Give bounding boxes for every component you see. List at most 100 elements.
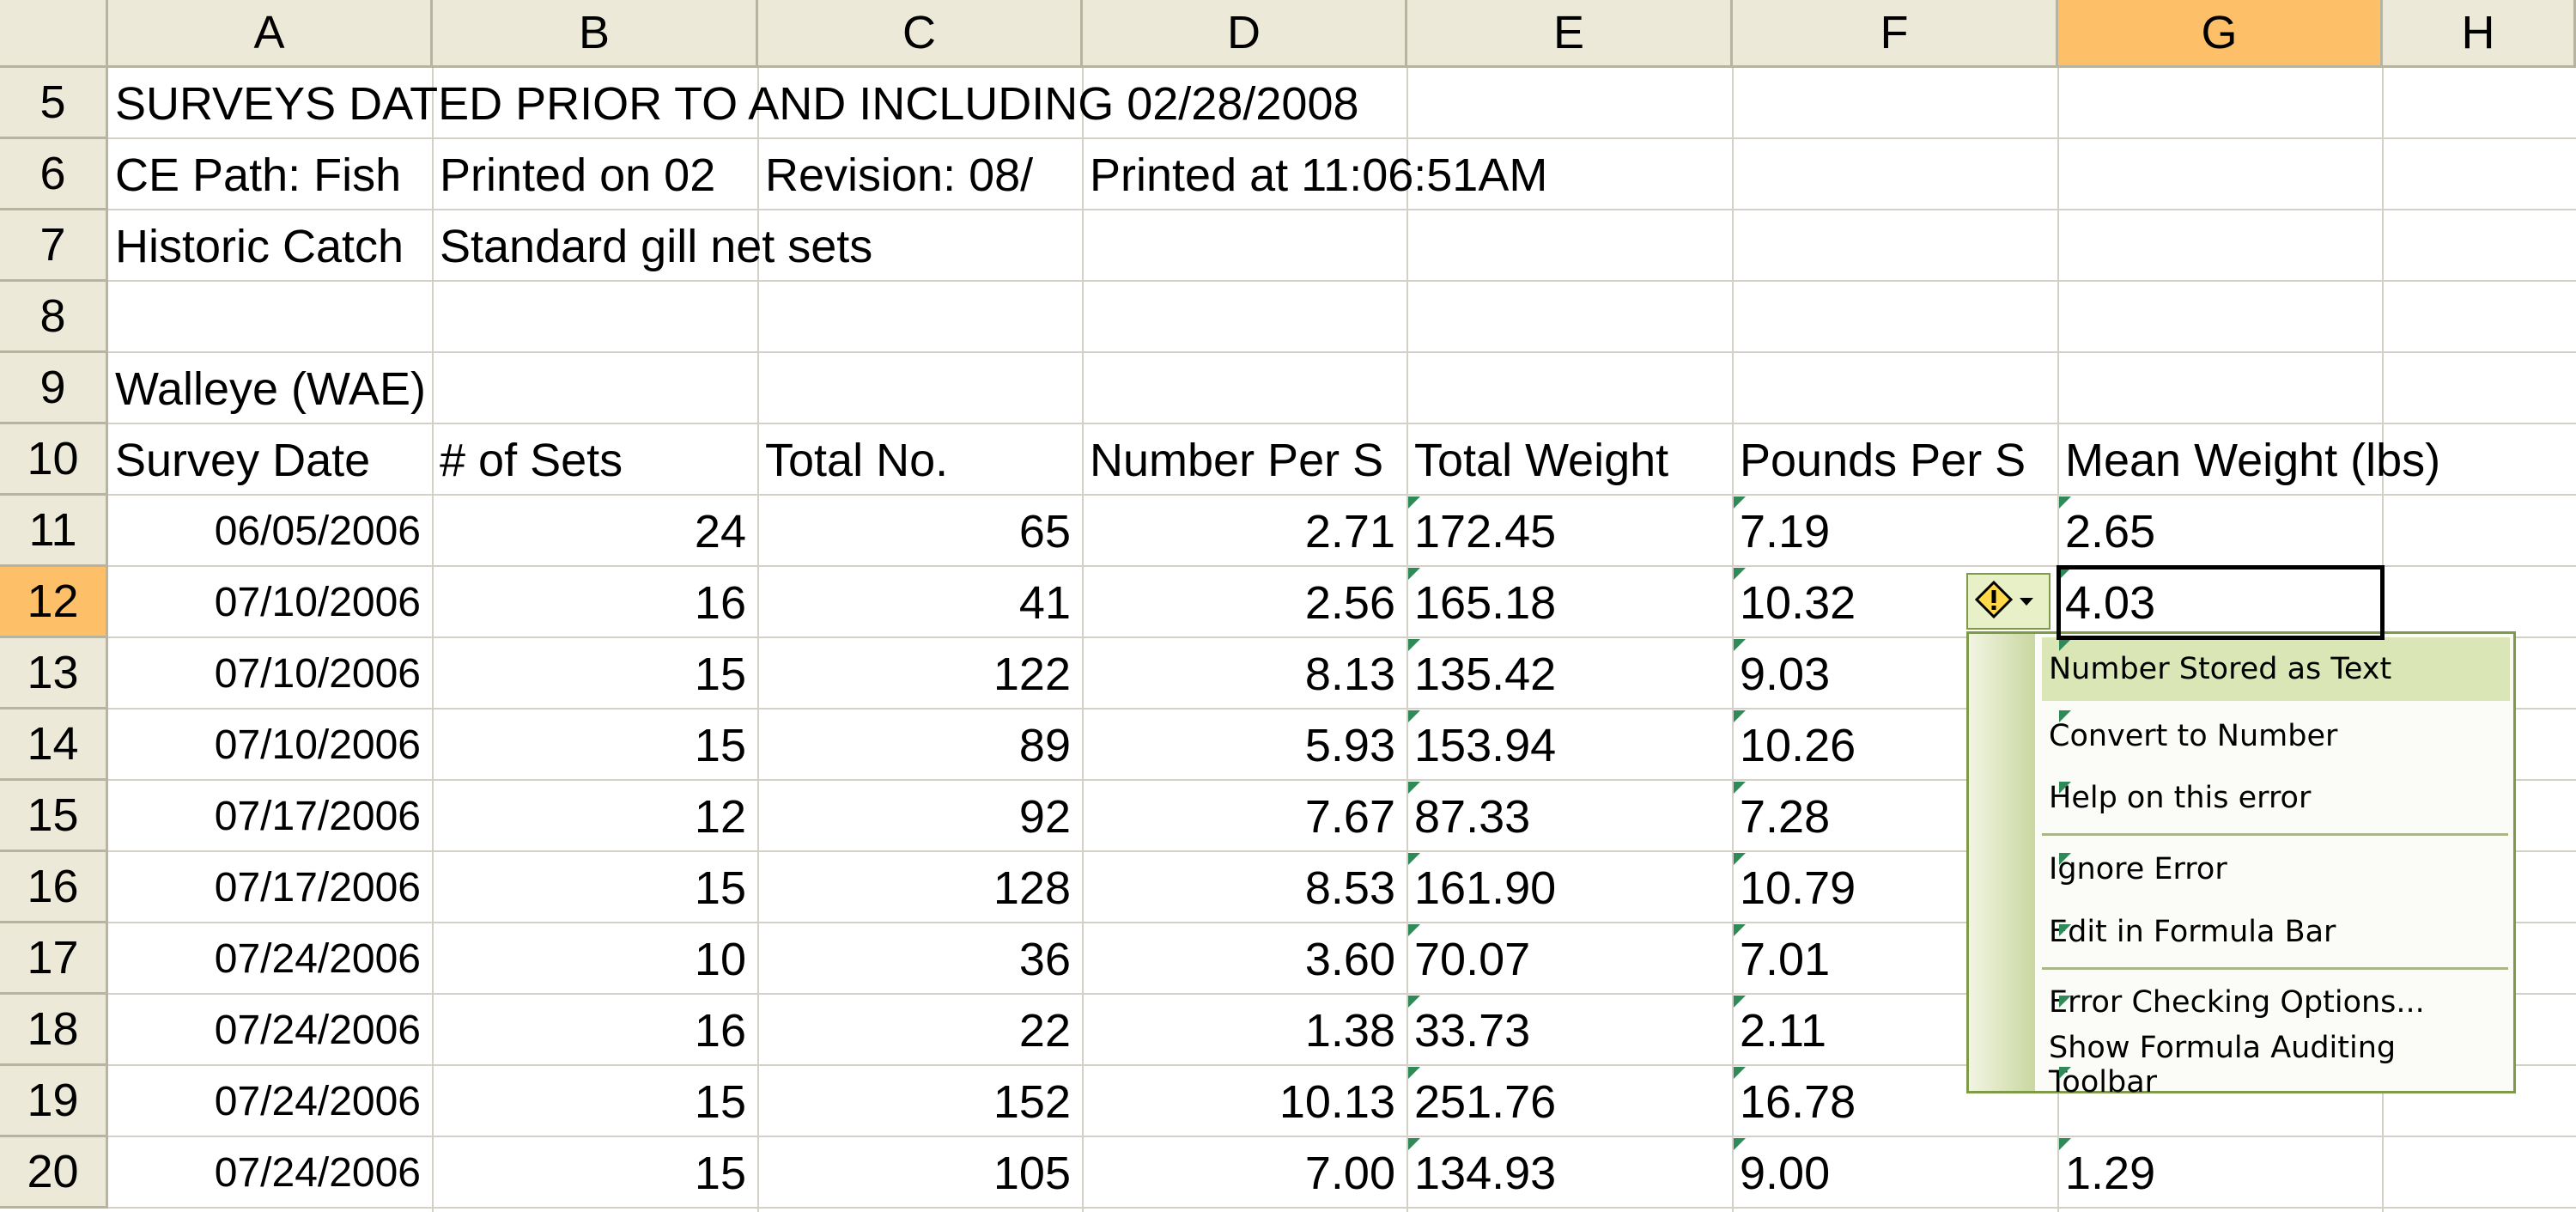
- cell-total-no[interactable]: 105: [993, 1147, 1071, 1199]
- cell-d6[interactable]: Printed at 11:06:51AM: [1090, 149, 1548, 201]
- cell-number-per-set[interactable]: 8.53: [1304, 862, 1395, 914]
- row-header-10[interactable]: 10: [0, 424, 108, 496]
- row-header-16[interactable]: 16: [0, 852, 108, 923]
- cell-pounds-per-set[interactable]: 10.26: [1740, 719, 1856, 771]
- cell-mean-weight[interactable]: [2058, 638, 2383, 710]
- cell-survey-date[interactable]: 07/24/2006: [214, 1150, 421, 1196]
- cell-num-sets[interactable]: 15: [694, 1147, 746, 1199]
- row-header-7[interactable]: 7: [0, 210, 108, 282]
- column-header-a[interactable]: A: [108, 0, 433, 68]
- cell-pounds-per-set[interactable]: 2.11: [1740, 1004, 1827, 1057]
- cell-number-per-set[interactable]: 7.00: [1304, 1147, 1395, 1199]
- cell-pounds-per-set[interactable]: 9.03: [1740, 648, 1831, 700]
- cell-survey-date[interactable]: 07/10/2006: [214, 651, 421, 697]
- cell-number-per-set[interactable]: 5.93: [1304, 719, 1395, 771]
- cell-total-weight[interactable]: 134.93: [1414, 1147, 1557, 1199]
- cell-mean-weight[interactable]: [2058, 781, 2383, 852]
- cell-mean-weight[interactable]: [2058, 923, 2383, 995]
- cell-total-no[interactable]: 128: [993, 862, 1071, 914]
- cell-total-weight[interactable]: 33.73: [1414, 1004, 1531, 1057]
- cell-num-sets[interactable]: 15: [694, 648, 746, 700]
- column-header-c[interactable]: C: [758, 0, 1083, 68]
- cell-pounds-per-set[interactable]: 16.78: [1740, 1075, 1856, 1128]
- cell-mean-weight[interactable]: [2058, 852, 2383, 923]
- column-header-e[interactable]: E: [1407, 0, 1733, 68]
- cell-total-weight[interactable]: 70.07: [1414, 933, 1531, 985]
- cell-total-no[interactable]: 65: [1018, 505, 1071, 557]
- row-header-8[interactable]: 8: [0, 282, 108, 353]
- select-all-corner[interactable]: [0, 0, 108, 68]
- cell-pounds-per-set[interactable]: 9.00: [1740, 1147, 1831, 1199]
- cell-number-per-set[interactable]: 10.13: [1279, 1075, 1395, 1128]
- column-header-h[interactable]: H: [2383, 0, 2576, 68]
- row-header-15[interactable]: 15: [0, 781, 108, 852]
- cell-num-sets[interactable]: 16: [694, 576, 746, 629]
- cell-b7[interactable]: Standard gill net sets: [440, 220, 873, 272]
- menu-item-error-checking-options[interactable]: Error Checking Options...: [2049, 985, 2425, 1020]
- cell-number-per-set[interactable]: 1.38: [1304, 1004, 1395, 1057]
- cell-pounds-per-set[interactable]: 7.28: [1740, 790, 1831, 843]
- cell-total-weight[interactable]: 172.45: [1414, 505, 1557, 557]
- row-header-9[interactable]: 9: [0, 353, 108, 424]
- menu-item-edit-in-formula-bar[interactable]: Edit in Formula Bar: [2049, 915, 2336, 949]
- cell-number-per-set[interactable]: 7.67: [1304, 790, 1395, 843]
- cell-survey-date[interactable]: 07/24/2006: [214, 1079, 421, 1124]
- cell-total-no[interactable]: 122: [993, 648, 1071, 700]
- cell-survey-date[interactable]: 07/24/2006: [214, 936, 421, 982]
- cell-total-no[interactable]: 92: [1018, 790, 1071, 843]
- cell-pounds-per-set[interactable]: 10.32: [1740, 576, 1856, 629]
- cell-mean-weight[interactable]: [2058, 1066, 2383, 1137]
- cell-survey-date[interactable]: 06/05/2006: [214, 509, 421, 554]
- cell-num-sets[interactable]: 16: [694, 1004, 746, 1057]
- cell-survey-date[interactable]: 07/10/2006: [214, 722, 421, 768]
- cell-total-no[interactable]: 89: [1018, 719, 1071, 771]
- cell-mean-weight[interactable]: [2058, 995, 2383, 1066]
- cell-num-sets[interactable]: 15: [694, 1075, 746, 1128]
- header-number-per-set[interactable]: Number Per S: [1090, 434, 1384, 486]
- cell-survey-date[interactable]: 07/10/2006: [214, 580, 421, 625]
- header-mean-weight[interactable]: Mean Weight (lbs): [2065, 434, 2441, 486]
- row-header-19[interactable]: 19: [0, 1066, 108, 1137]
- cell-survey-date[interactable]: 07/17/2006: [214, 865, 421, 911]
- header-total-no[interactable]: Total No.: [765, 434, 949, 486]
- cell-num-sets[interactable]: 12: [694, 790, 746, 843]
- cell-a5[interactable]: SURVEYS DATED PRIOR TO AND INCLUDING 02/…: [115, 77, 1359, 130]
- cell-total-no[interactable]: 36: [1018, 933, 1071, 985]
- menu-item-ignore-error[interactable]: Ignore Error: [2049, 852, 2227, 886]
- cell-a9[interactable]: Walleye (WAE): [115, 362, 427, 415]
- cell-num-sets[interactable]: 10: [694, 933, 746, 985]
- cell-mean-weight[interactable]: 2.65: [2065, 505, 2156, 557]
- cell-number-per-set[interactable]: 2.56: [1304, 576, 1395, 629]
- cell-num-sets[interactable]: 15: [694, 862, 746, 914]
- row-header-14[interactable]: 14: [0, 710, 108, 781]
- cell-pounds-per-set[interactable]: 10.79: [1740, 862, 1856, 914]
- cell-c6[interactable]: Revision: 08/: [765, 149, 1034, 201]
- row-header-20[interactable]: 20: [0, 1137, 108, 1209]
- row-header-12[interactable]: 12: [0, 567, 108, 638]
- column-header-g[interactable]: G: [2058, 0, 2383, 68]
- cell-a6[interactable]: CE Path: Fish: [115, 149, 402, 201]
- cell-pounds-per-set[interactable]: 7.01: [1740, 933, 1831, 985]
- cell-number-per-set[interactable]: 8.13: [1304, 648, 1395, 700]
- cell-a7[interactable]: Historic Catch: [115, 220, 404, 272]
- cell-total-weight[interactable]: 161.90: [1414, 862, 1557, 914]
- row-header-5[interactable]: 5: [0, 68, 108, 139]
- header-num-sets[interactable]: # of Sets: [440, 434, 623, 486]
- row-header-13[interactable]: 13: [0, 638, 108, 710]
- menu-item-help-on-error[interactable]: Help on this error: [2049, 781, 2312, 815]
- cell-total-weight[interactable]: 251.76: [1414, 1075, 1557, 1128]
- cell-survey-date[interactable]: 07/17/2006: [214, 794, 421, 839]
- cell-total-weight[interactable]: 87.33: [1414, 790, 1531, 843]
- cell-pounds-per-set[interactable]: 7.19: [1740, 505, 1831, 557]
- cell-total-weight[interactable]: 153.94: [1414, 719, 1557, 771]
- cell-mean-weight[interactable]: 4.03: [2065, 576, 2156, 629]
- row-header-17[interactable]: 17: [0, 923, 108, 995]
- header-pounds-per-set[interactable]: Pounds Per S: [1740, 434, 2026, 486]
- row-header-18[interactable]: 18: [0, 995, 108, 1066]
- column-header-b[interactable]: B: [433, 0, 758, 68]
- cell-total-no[interactable]: 152: [993, 1075, 1071, 1128]
- column-header-f[interactable]: F: [1733, 0, 2058, 68]
- cell-total-no[interactable]: 41: [1018, 576, 1071, 629]
- cell-total-weight[interactable]: 165.18: [1414, 576, 1557, 629]
- cell-total-no[interactable]: 22: [1018, 1004, 1071, 1057]
